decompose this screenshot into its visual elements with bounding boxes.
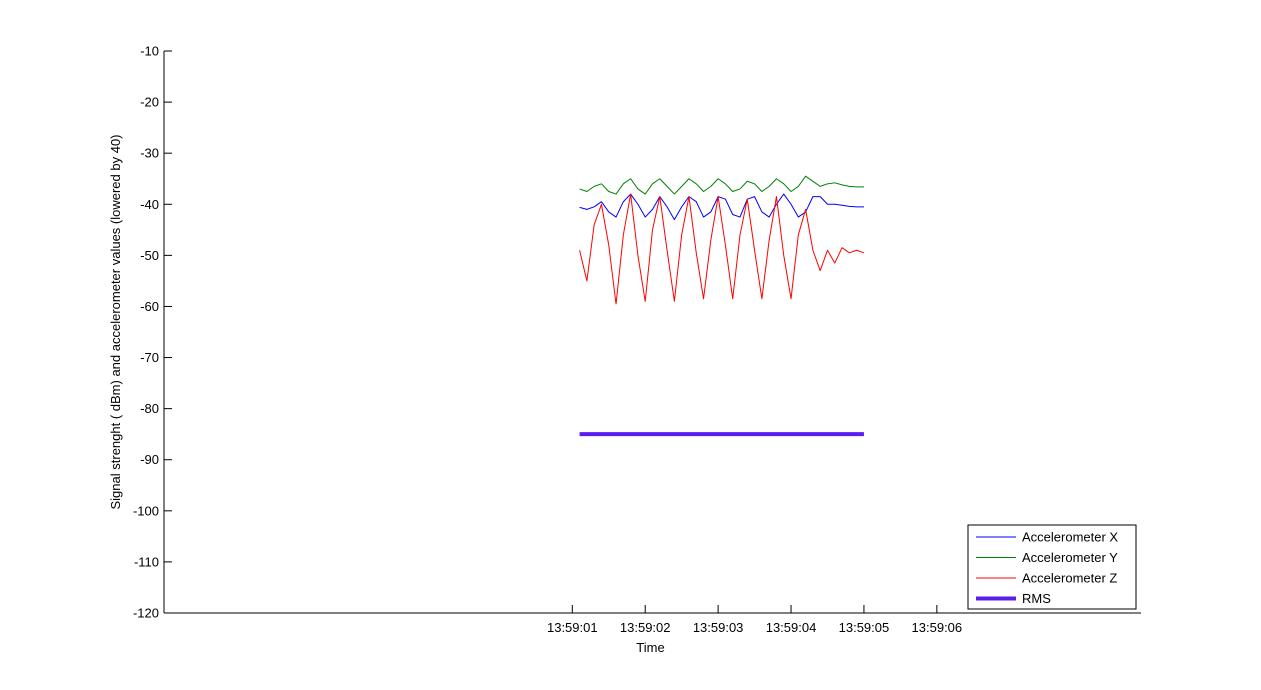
ticks-layer: -10 -20 -30 -40 -50 -60 -70 -80 -90 -100 -110 -120 1… <box>133 44 962 636</box>
series-line-accelerometer-y <box>579 175 864 195</box>
y-tick-label: -120 <box>133 606 159 621</box>
legend-label: Accelerometer Y <box>1022 550 1118 565</box>
series-layer <box>579 175 865 437</box>
y-tick-label: -100 <box>133 503 159 518</box>
y-tick-label: -110 <box>134 554 159 569</box>
y-tick-label: -10 <box>140 44 159 59</box>
x-tick-label: 13:59:01 <box>547 620 598 635</box>
y-tick-label: -40 <box>140 197 159 212</box>
y-tick-label: -50 <box>140 248 159 263</box>
axes-layer <box>163 51 1141 614</box>
y-axis-label: Signal strenght ( dBm) and accelerometer… <box>108 134 123 509</box>
legend-label: Accelerometer X <box>1022 530 1118 545</box>
legend-box <box>967 524 1137 610</box>
series-line-accelerometer-z <box>579 193 865 305</box>
x-tick-label: 13:59:05 <box>839 620 890 635</box>
x-tick-label: 13:59:04 <box>766 620 817 635</box>
legend-label: Accelerometer Z <box>1022 571 1117 586</box>
legend-label: RMS <box>1022 591 1051 606</box>
series-line-accelerometer-x <box>579 193 864 221</box>
x-axis-label: Time <box>636 640 664 655</box>
y-tick-label: -60 <box>140 299 159 314</box>
y-tick-label: -70 <box>140 350 159 365</box>
y-tick-label: -90 <box>140 452 159 467</box>
plot-area <box>164 51 1141 613</box>
y-tick-label: -30 <box>140 146 159 161</box>
x-tick-label: 13:59:03 <box>693 620 744 635</box>
chart-legend: Accelerometer X Accelerometer Y Accelerome… <box>967 524 1137 610</box>
y-tick-label: -20 <box>140 95 159 110</box>
x-tick-label: 13:59:06 <box>912 620 963 635</box>
x-tick-label: 13:59:02 <box>620 620 671 635</box>
y-tick-label: -80 <box>140 401 159 416</box>
